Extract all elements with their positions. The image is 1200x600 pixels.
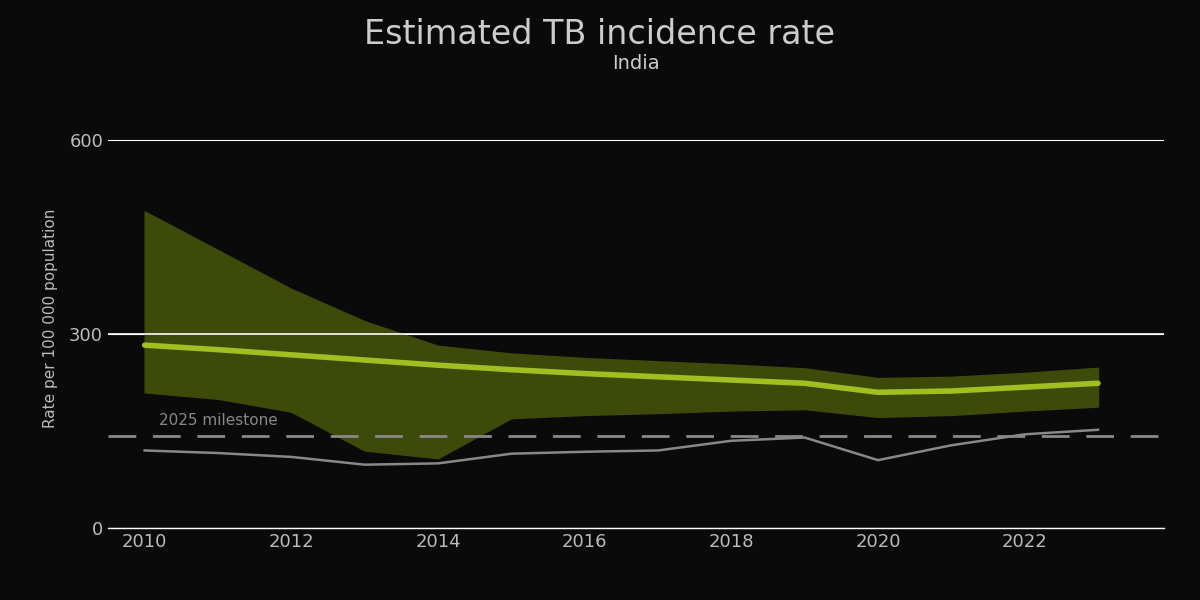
- Text: 2025 milestone: 2025 milestone: [160, 413, 278, 428]
- Y-axis label: Rate per 100 000 population: Rate per 100 000 population: [43, 208, 58, 428]
- Title: India: India: [612, 54, 660, 73]
- Text: Estimated TB incidence rate: Estimated TB incidence rate: [365, 18, 835, 51]
